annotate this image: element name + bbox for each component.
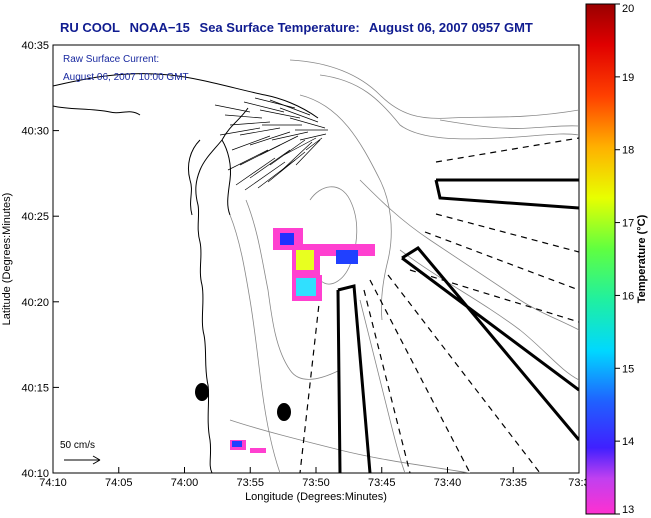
x-axis-ticks: 74:10 74:05 74:00 73:55 73:50 73:45 73:40 73:35… xyxy=(39,467,590,489)
x-tick-label: 73:3 xyxy=(568,477,589,489)
y-axis-ticks: 40:35 40:30 40:25 40:20 40:15 40:10 xyxy=(21,40,59,480)
current-vectors xyxy=(214,97,328,191)
y-tick-label: 40:25 xyxy=(21,211,49,223)
station-marker-2 xyxy=(277,403,291,421)
colorbar-tick-label: 18 xyxy=(622,145,634,157)
scale-label: 50 cm/s xyxy=(60,440,95,451)
y-axis-label: Latitude (Degrees:Minutes) xyxy=(1,193,13,326)
y-tick-label: 40:10 xyxy=(21,468,49,480)
y-tick-label: 40:15 xyxy=(21,382,49,394)
colorbar-tick-label: 13 xyxy=(622,504,634,516)
y-tick-label: 40:20 xyxy=(21,297,49,309)
coastline xyxy=(53,73,319,473)
title-product: Sea Surface Temperature: xyxy=(199,20,360,35)
colorbar-label: Temperature (°C) xyxy=(636,214,648,303)
colorbar-tick-label: 19 xyxy=(622,72,634,84)
title-datetime: August 06, 2007 0957 GMT xyxy=(368,20,533,35)
radar-wedges xyxy=(336,178,579,473)
sandy-hook xyxy=(221,139,231,216)
x-tick-label: 74:00 xyxy=(171,477,199,489)
station-marker-1 xyxy=(195,383,209,401)
annotation-line2: August 06, 2007 10:00 GMT xyxy=(63,72,189,83)
x-tick-label: 73:40 xyxy=(434,477,462,489)
colorbar-tick-label: 15 xyxy=(622,363,634,375)
x-tick-label: 73:50 xyxy=(302,477,330,489)
annotation-line1: Raw Surface Current: xyxy=(63,54,159,65)
colorbar-ticks: 20 19 18 17 16 15 14 13 xyxy=(615,3,634,516)
colorbar-tick-label: 14 xyxy=(622,436,634,448)
title-satellite: NOAA−15 xyxy=(129,20,190,35)
x-tick-label: 73:35 xyxy=(499,477,527,489)
x-axis-label: Longitude (Degrees:Minutes) xyxy=(245,491,387,503)
x-tick-label: 73:55 xyxy=(236,477,264,489)
y-tick-label: 40:35 xyxy=(21,40,49,52)
x-tick-label: 74:05 xyxy=(105,477,133,489)
colorbar-tick-label: 17 xyxy=(622,218,634,230)
colorbar-tick-label: 16 xyxy=(622,290,634,302)
map-title: RU COOL NOAA−15 Sea Surface Temperature:… xyxy=(0,20,651,35)
radar-dashed-lines xyxy=(299,137,579,473)
x-tick-label: 73:45 xyxy=(368,477,396,489)
y-tick-label: 40:30 xyxy=(21,126,49,138)
scale-arrow xyxy=(64,455,101,465)
x-tick-label: 74:10 xyxy=(39,477,67,489)
title-org: RU COOL xyxy=(60,20,120,35)
sst-patches xyxy=(230,228,375,453)
colorbar xyxy=(585,3,616,515)
colorbar-tick-label: 20 xyxy=(622,3,634,15)
